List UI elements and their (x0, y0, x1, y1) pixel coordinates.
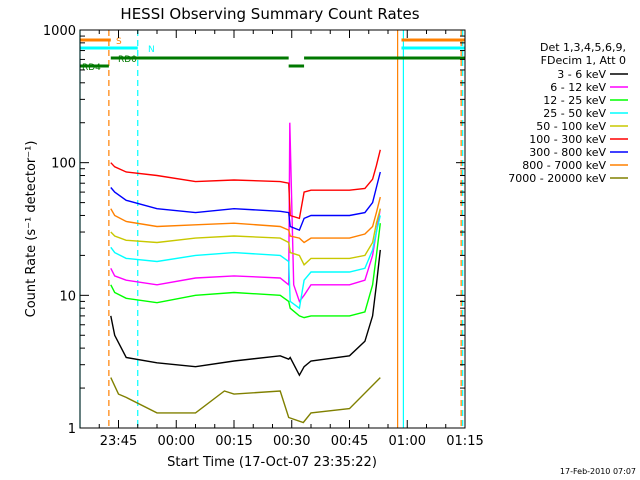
series-line (110, 223, 381, 319)
y-tick-label: 1 (68, 422, 76, 437)
x-tick-label: 23:45 (100, 434, 137, 449)
flag-bars: S N RD0 RD4 (80, 37, 465, 73)
legend-entry-label: 100 - 300 keV (529, 133, 606, 146)
series-line (110, 208, 381, 266)
event-marker-lines (79, 30, 464, 428)
flag-label: RD4 (82, 63, 101, 73)
x-tick-label: 01:00 (389, 434, 426, 449)
legend: Det 1,3,4,5,6,9,FDecim 1, Att 03 - 6 keV… (508, 41, 628, 185)
y-tick-label: 100 (51, 157, 76, 172)
x-axis-label: Start Time (17-Oct-07 23:35:22) (167, 455, 377, 470)
footer-date: 17-Feb-2010 07:07 (560, 467, 636, 476)
y-tick-label: 1000 (43, 24, 76, 39)
series-line (110, 149, 381, 220)
flag-label: N (148, 45, 155, 55)
legend-entry-label: 25 - 50 keV (543, 107, 606, 120)
flag-label: S (116, 37, 122, 47)
series-line (110, 377, 381, 424)
legend-entry-label: 50 - 100 keV (536, 120, 606, 133)
series-lines (110, 122, 381, 424)
series-line (110, 196, 381, 244)
axis-ticks: 23:45 00:00 00:15 00:30 00:45 01:00 01:15 1 10 10… (43, 24, 484, 449)
series-line (110, 122, 381, 303)
x-tick-label: 00:15 (215, 434, 252, 449)
series-line (110, 215, 381, 310)
legend-entry-label: 800 - 7000 keV (522, 159, 606, 172)
flag-label: RD0 (118, 55, 137, 65)
x-tick-label: 00:00 (158, 434, 195, 449)
legend-entry-label: 6 - 12 keV (550, 81, 606, 94)
legend-entry-label: 7000 - 20000 keV (508, 172, 606, 185)
plot-frame (79, 29, 466, 429)
legend-header: Det 1,3,4,5,6,9, (540, 41, 626, 54)
legend-entry-label: 3 - 6 keV (557, 68, 606, 81)
x-tick-label: 01:15 (446, 434, 483, 449)
series-line (110, 249, 381, 377)
legend-entry-label: 12 - 25 keV (543, 94, 606, 107)
legend-entry-label: 300 - 800 keV (529, 146, 606, 159)
y-tick-label: 10 (59, 289, 76, 304)
x-tick-label: 00:45 (331, 434, 368, 449)
x-tick-label: 00:30 (273, 434, 310, 449)
legend-header: FDecim 1, Att 0 (541, 54, 626, 67)
chart-title: HESSI Observing Summary Count Rates (120, 5, 419, 23)
y-axis-label: Count Rate (s⁻¹ detector⁻¹) (24, 141, 39, 318)
series-line (110, 171, 381, 232)
